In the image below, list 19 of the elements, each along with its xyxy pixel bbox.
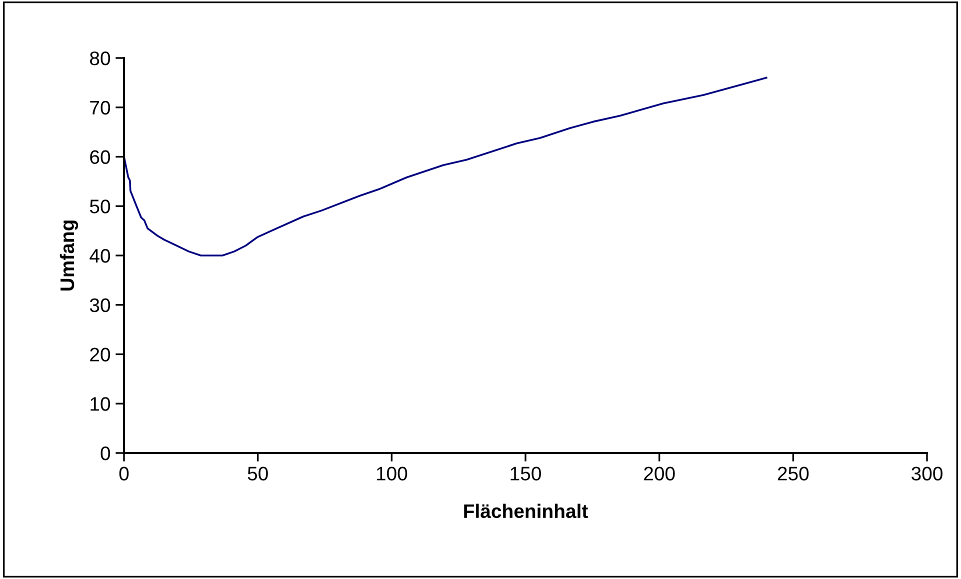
- y-tick-label: 70: [90, 100, 110, 115]
- x-tick-label: 100: [376, 466, 408, 480]
- y-tick-label: 0: [100, 446, 110, 460]
- x-tick-label: 250: [778, 466, 809, 480]
- x-axis-title: Flächeninhalt: [464, 504, 588, 518]
- y-tick-label: 30: [90, 298, 110, 312]
- y-tick-label: 20: [90, 348, 110, 362]
- x-tick-label: 300: [912, 466, 942, 480]
- y-tick-label: 40: [90, 248, 110, 263]
- x-tick-label: 50: [248, 466, 268, 480]
- x-tick-label: 200: [644, 466, 675, 480]
- y-tick-label: 60: [90, 150, 110, 164]
- y-tick-label: 10: [90, 397, 110, 411]
- x-tick-label: 150: [510, 466, 541, 480]
- y-tick-label: 80: [90, 51, 110, 66]
- y-tick-label: 50: [90, 200, 110, 214]
- line-series: [124, 76, 768, 256]
- x-tick-label: 0: [119, 466, 129, 480]
- y-axis-title: Umfang: [60, 220, 78, 291]
